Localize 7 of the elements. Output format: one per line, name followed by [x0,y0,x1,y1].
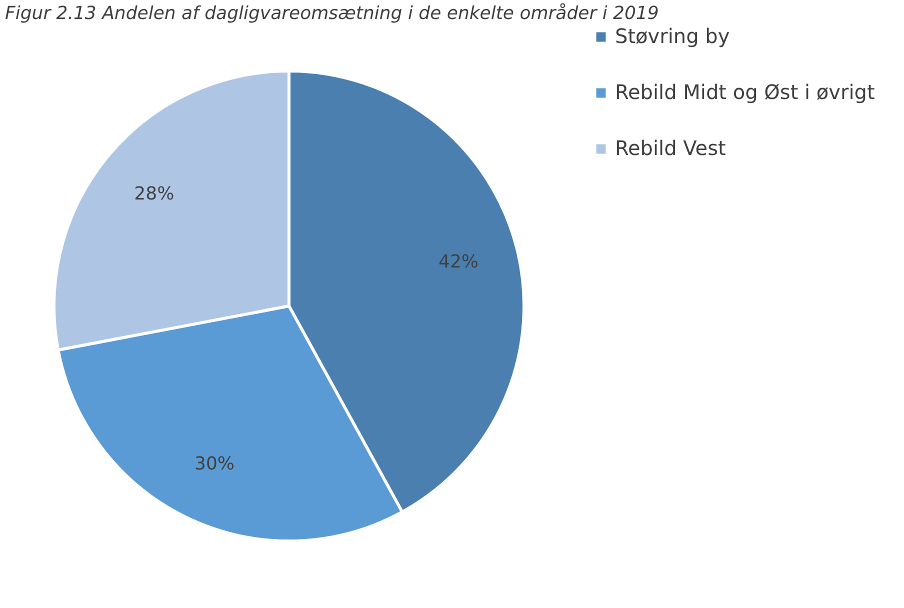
data-label: 42% [438,251,479,272]
legend-label: Rebild Midt og Øst i øvrigt [615,80,875,104]
chart-title: Figur 2.13 Andelen af dagligvareomsætning i de enkelte områder i 2019 [5,3,659,24]
legend-label: Støvring by [615,24,730,48]
data-label: 30% [194,453,234,474]
data-label: 28% [134,183,174,204]
legend-label: Rebild Vest [615,136,726,160]
